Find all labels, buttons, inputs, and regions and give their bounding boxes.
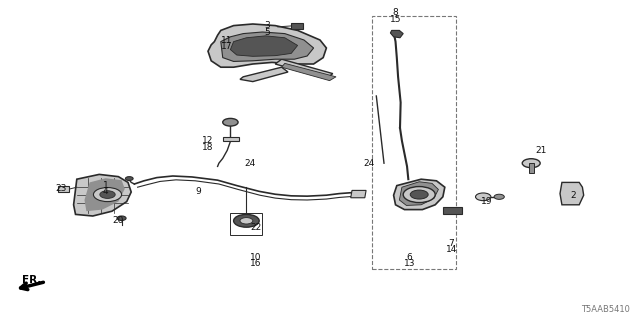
Text: 4: 4 <box>103 188 108 196</box>
Text: T5AAB5410: T5AAB5410 <box>582 305 630 314</box>
Bar <box>230 213 262 235</box>
Text: 16: 16 <box>250 260 262 268</box>
Text: 8: 8 <box>393 8 398 17</box>
Polygon shape <box>394 179 445 210</box>
Circle shape <box>476 193 491 201</box>
Circle shape <box>100 191 115 198</box>
Bar <box>223 137 239 141</box>
Polygon shape <box>221 32 314 61</box>
Bar <box>58 186 69 192</box>
Text: 14: 14 <box>445 245 457 254</box>
Text: 21: 21 <box>535 146 547 155</box>
Polygon shape <box>275 59 333 78</box>
Text: 2: 2 <box>570 191 575 200</box>
Bar <box>443 207 462 214</box>
Circle shape <box>125 177 133 180</box>
Polygon shape <box>84 178 125 211</box>
Text: 1: 1 <box>103 181 108 190</box>
Text: 13: 13 <box>404 260 415 268</box>
Circle shape <box>494 194 504 199</box>
Polygon shape <box>74 174 131 216</box>
Polygon shape <box>351 190 366 198</box>
Polygon shape <box>230 36 298 56</box>
Text: 17: 17 <box>221 42 233 51</box>
Text: 9: 9 <box>196 188 201 196</box>
Circle shape <box>93 188 122 202</box>
Text: 22: 22 <box>250 223 262 232</box>
Text: 12: 12 <box>202 136 214 145</box>
Circle shape <box>223 118 238 126</box>
Text: 23: 23 <box>55 184 67 193</box>
Text: 24: 24 <box>364 159 375 168</box>
Text: 18: 18 <box>202 143 214 152</box>
Text: FR.: FR. <box>22 276 42 285</box>
Circle shape <box>117 216 126 220</box>
Bar <box>291 23 303 29</box>
Circle shape <box>403 187 435 203</box>
Polygon shape <box>390 30 403 38</box>
Polygon shape <box>560 182 584 205</box>
Text: 19: 19 <box>481 197 492 206</box>
Text: 24: 24 <box>244 159 255 168</box>
Text: 5: 5 <box>265 28 270 36</box>
Polygon shape <box>208 24 326 67</box>
Circle shape <box>522 159 540 168</box>
Polygon shape <box>399 182 438 205</box>
Polygon shape <box>240 67 288 82</box>
Text: 7: 7 <box>449 239 454 248</box>
Circle shape <box>410 190 428 199</box>
Circle shape <box>240 218 253 224</box>
Bar <box>372 16 456 269</box>
Text: 11: 11 <box>221 36 233 44</box>
Polygon shape <box>529 163 534 173</box>
Circle shape <box>234 214 259 227</box>
Polygon shape <box>282 63 336 81</box>
Text: 15: 15 <box>390 15 401 24</box>
Text: 3: 3 <box>265 21 270 30</box>
Text: 6: 6 <box>407 253 412 262</box>
Text: 20: 20 <box>113 216 124 225</box>
Text: 10: 10 <box>250 253 262 262</box>
